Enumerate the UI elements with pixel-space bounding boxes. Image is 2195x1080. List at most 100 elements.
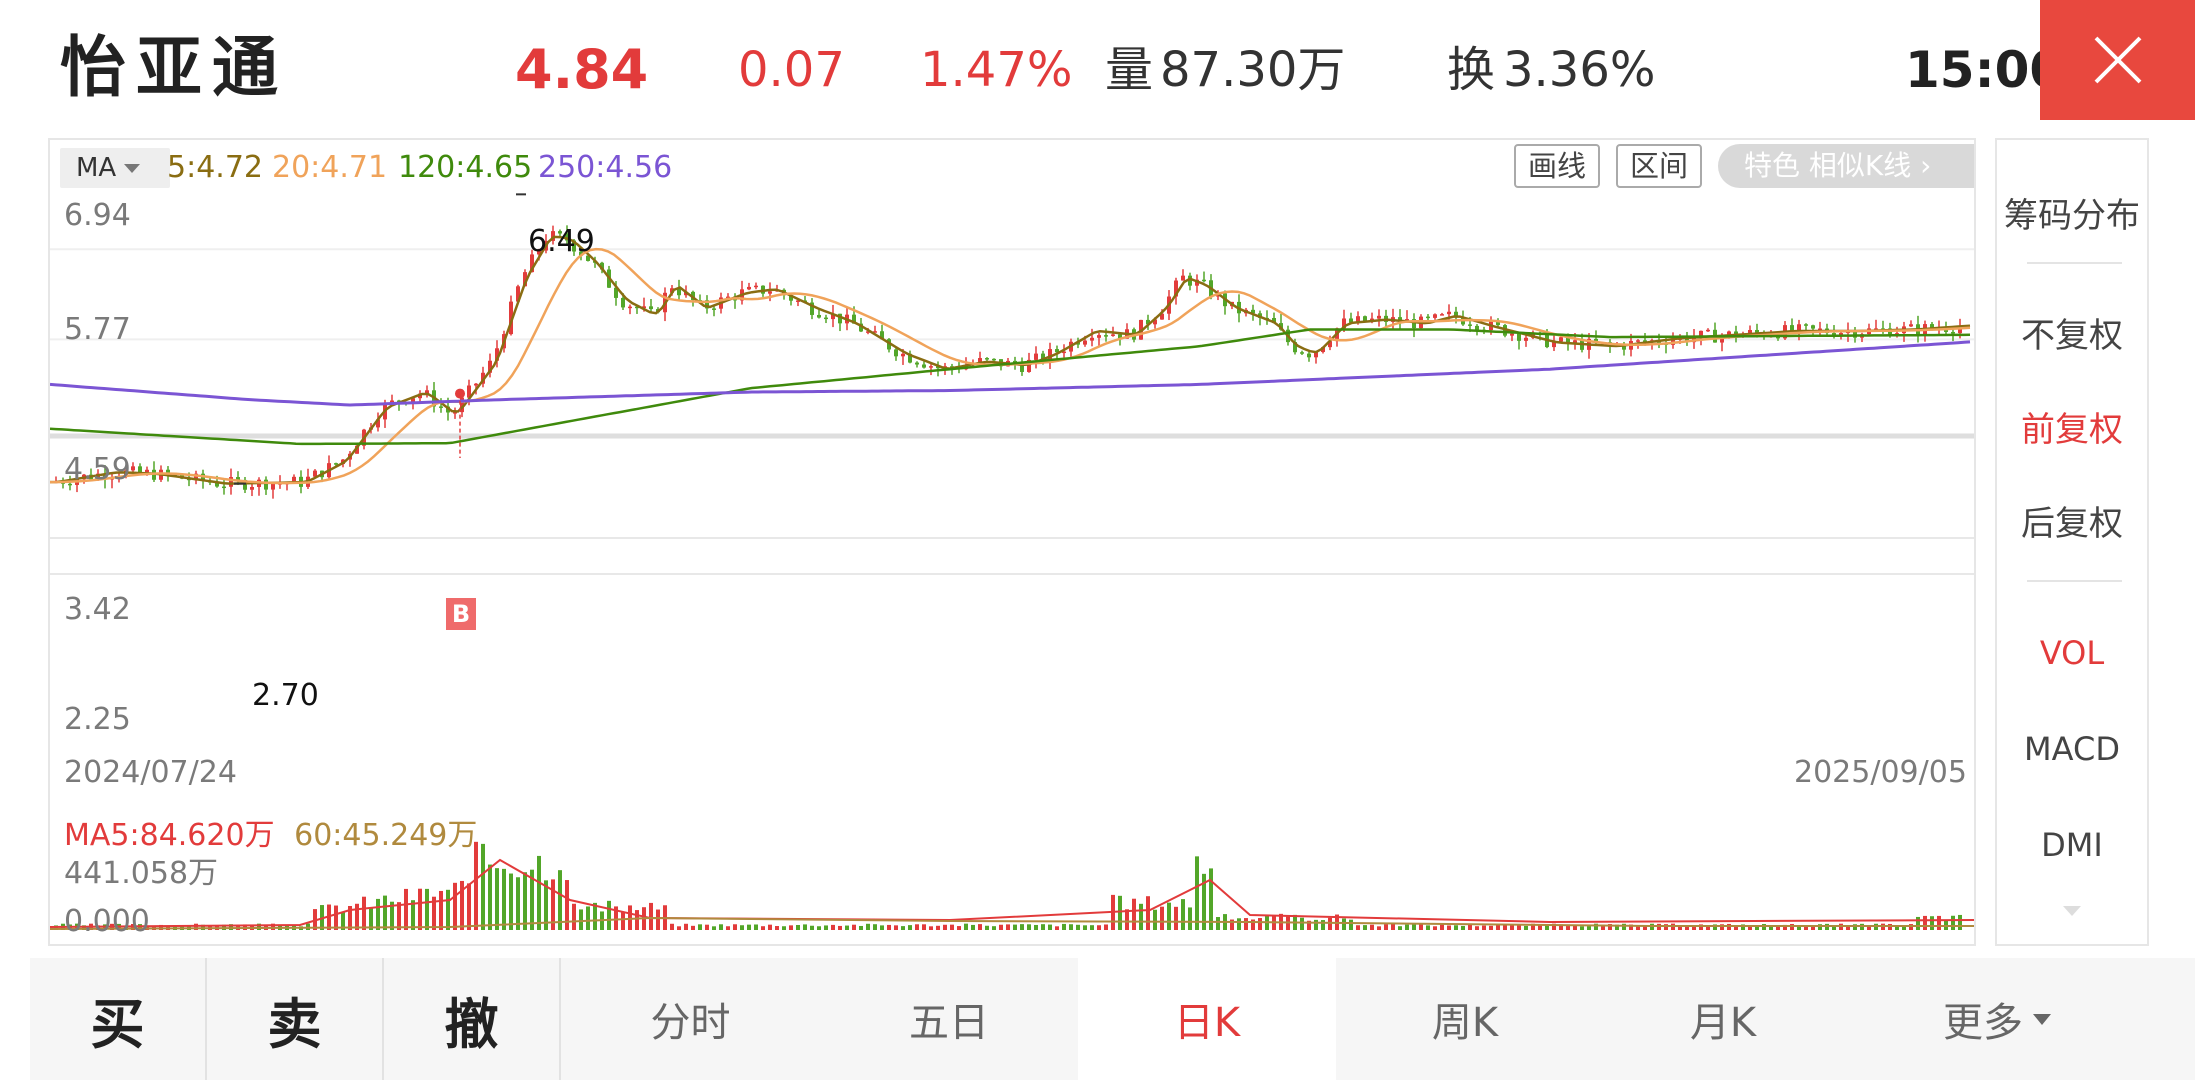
volume-bar	[1818, 924, 1822, 930]
tab-weekly-k[interactable]: 周K	[1431, 1000, 1499, 1046]
volume-bar	[1741, 924, 1745, 930]
candle-body	[1342, 318, 1346, 329]
volume-bar	[418, 888, 422, 930]
volume-bar	[362, 896, 366, 930]
volume-bar	[453, 882, 457, 930]
candle-body	[1440, 314, 1444, 316]
candle-body	[1804, 324, 1808, 326]
candle-body	[1573, 340, 1577, 344]
candle-body	[68, 483, 72, 486]
candle-body	[1174, 280, 1178, 297]
volume-bar	[873, 924, 877, 930]
candle-body	[915, 362, 919, 365]
volume-bar	[1510, 924, 1514, 930]
candle-body	[1566, 337, 1570, 344]
volume-bar	[1125, 909, 1129, 930]
candle-body	[292, 476, 296, 483]
volume-bar	[1573, 925, 1577, 930]
volume-min-label: 0.000	[64, 904, 150, 939]
candle-body	[166, 469, 170, 475]
buy-button[interactable]: 买	[90, 992, 145, 1056]
candle-body	[1328, 341, 1332, 348]
close-icon	[2094, 36, 2141, 84]
volume-bar	[572, 903, 576, 930]
tab-monthly-k[interactable]: 月K	[1689, 1000, 1757, 1046]
volume-bar	[432, 896, 436, 930]
draw-line-button[interactable]: 画线	[1514, 144, 1601, 188]
candle-body	[509, 301, 513, 335]
volume-bar	[628, 905, 632, 930]
similar-kline-button[interactable]: 特色 相似K线 ›	[1718, 144, 1974, 188]
ma120-value: 120:4.65	[398, 150, 533, 185]
volume-bar	[1174, 906, 1178, 930]
indicator-select[interactable]: MA	[60, 148, 170, 188]
more-indicators-arrow-icon[interactable]	[2063, 906, 2081, 916]
volume-bar	[1440, 924, 1444, 930]
volume-bar	[376, 898, 380, 930]
candle-body	[1153, 319, 1157, 325]
volume-label: 量	[1105, 42, 1154, 98]
volume-bar	[537, 855, 541, 930]
candle-body	[1272, 318, 1276, 324]
volume-bar	[334, 905, 338, 930]
candle-body	[1468, 324, 1472, 326]
tab-daily-k[interactable]: 日K	[1078, 958, 1336, 1080]
close-button[interactable]	[2040, 0, 2195, 120]
volume-bar	[481, 843, 485, 930]
volume-bar	[621, 912, 625, 930]
volume-bar	[656, 909, 660, 930]
volume-bar	[936, 925, 940, 930]
volume-bar	[754, 924, 758, 930]
macd-indicator-option[interactable]: MACD	[2024, 730, 2120, 768]
volume-bar	[488, 864, 492, 930]
volume-max-label: 441.058万	[64, 856, 219, 891]
sell-button[interactable]: 卖	[267, 992, 322, 1056]
volume-bar	[796, 924, 800, 930]
tab-intraday[interactable]: 分时	[650, 1000, 731, 1046]
volume-bar	[1034, 924, 1038, 930]
candle-body	[1146, 319, 1150, 325]
volume-bar	[1538, 925, 1542, 930]
price-change: 0.07	[738, 42, 845, 98]
no-adjust-option[interactable]: 不复权	[2021, 316, 2123, 356]
volume-bar	[740, 925, 744, 930]
tab-five-day[interactable]: 五日	[909, 1000, 989, 1046]
volume-bar	[1482, 925, 1486, 930]
candle-body	[747, 286, 751, 290]
candle-body	[922, 364, 926, 368]
caret-down-icon	[124, 164, 141, 173]
volume-bar	[838, 925, 842, 930]
kline-canvas[interactable]	[50, 140, 1974, 944]
volume-bar	[1090, 925, 1094, 930]
candle-body	[523, 272, 527, 287]
volume-bar	[390, 901, 394, 930]
volume-bar	[1615, 924, 1619, 930]
buy-marker[interactable]: B	[446, 598, 476, 630]
vol-indicator-option[interactable]: VOL	[2039, 634, 2105, 672]
volume-bar	[845, 925, 849, 930]
ma20-value: 20:4.71	[272, 150, 388, 185]
low-price-marker: 2.70	[252, 678, 319, 713]
dmi-indicator-option[interactable]: DMI	[2041, 826, 2103, 864]
volume-bar	[1027, 924, 1031, 930]
candle-body	[1818, 328, 1822, 331]
range-button[interactable]: 区间	[1616, 144, 1703, 188]
volume-bar	[733, 924, 737, 930]
kline-chart-panel[interactable]: MA 5:4.72 20:4.71 120:4.65 250:4.56 画线 区…	[48, 138, 1976, 946]
chip-distribution-button[interactable]: 筹码分布	[2004, 196, 2140, 236]
backward-adjust-option[interactable]: 后复权	[2021, 504, 2123, 544]
volume-bar	[341, 912, 345, 930]
candle-body	[530, 254, 534, 273]
volume-bar	[691, 925, 695, 930]
volume-bar	[1349, 919, 1353, 930]
volume-bar	[446, 889, 450, 930]
forward-adjust-option[interactable]: 前复权	[2021, 410, 2123, 450]
more-menu-button[interactable]: 更多	[1852, 958, 2142, 1080]
candle-body	[551, 231, 555, 241]
candle-body	[810, 302, 814, 315]
cancel-order-button[interactable]: 撤	[444, 992, 499, 1056]
volume-bar	[971, 924, 975, 930]
volume-bar	[1307, 920, 1311, 930]
candle-body	[670, 288, 674, 293]
volume-bar	[922, 924, 926, 930]
